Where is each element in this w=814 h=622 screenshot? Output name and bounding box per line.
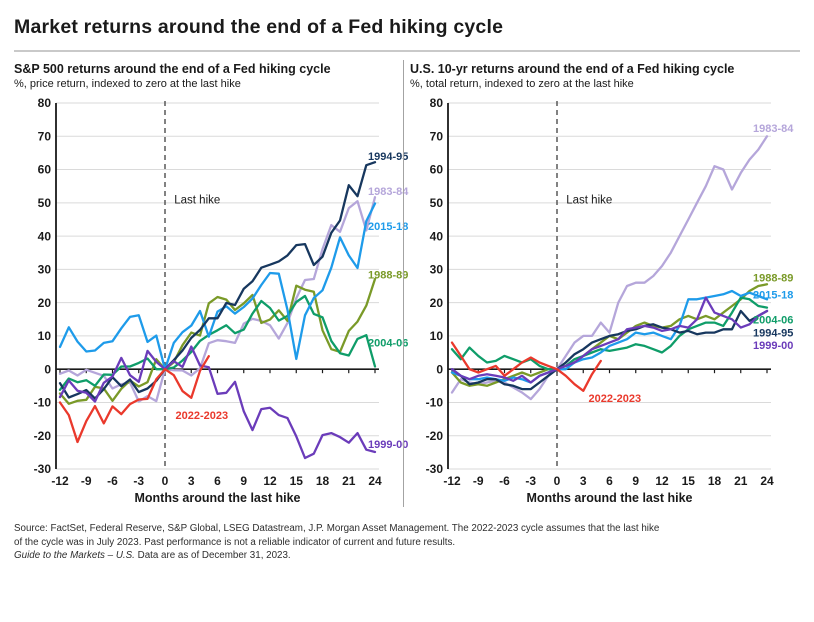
y-tick-label: 20	[38, 296, 52, 310]
x-axis-label: Months around the last hike	[527, 491, 693, 505]
footnote-line-2: of the cycle was in July 2023. Past perf…	[14, 536, 456, 548]
series-label-2004-06: 2004-06	[368, 338, 408, 350]
y-tick-label: 50	[430, 196, 444, 210]
x-tick-label: 6	[214, 474, 221, 488]
x-tick-label: 21	[342, 474, 356, 488]
y-tick-label: -20	[426, 429, 444, 443]
sp500-chart-title: S&P 500 returns around the end of a Fed …	[14, 62, 331, 76]
x-tick-label: 21	[734, 474, 748, 488]
title-divider-rule	[14, 50, 800, 52]
y-tick-label: 60	[38, 163, 52, 177]
y-tick-label: 30	[430, 263, 444, 277]
y-tick-label: 0	[436, 362, 443, 376]
series-label-1988-89: 1988-89	[753, 273, 793, 285]
y-tick-label: 80	[38, 96, 52, 110]
y-tick-label: 40	[430, 229, 444, 243]
y-tick-label: 60	[430, 163, 444, 177]
page: Market returns around the end of a Fed h…	[0, 16, 814, 563]
x-tick-label: 15	[290, 474, 304, 488]
series-label-2015-18: 2015-18	[753, 289, 793, 301]
x-tick-label: -3	[525, 474, 536, 488]
y-tick-label: 80	[430, 96, 444, 110]
x-tick-label: 3	[188, 474, 195, 488]
last-hike-label: Last hike	[566, 194, 612, 206]
x-tick-label: 12	[263, 474, 277, 488]
series-label-1988-89: 1988-89	[368, 269, 408, 281]
x-tick-label: 15	[682, 474, 696, 488]
y-tick-label: -30	[34, 462, 52, 476]
x-tick-label: 6	[606, 474, 613, 488]
series-label-1994-95: 1994-95	[753, 328, 793, 340]
x-tick-label: -12	[443, 474, 461, 488]
y-tick-label: -10	[426, 396, 444, 410]
series-label-2004-06: 2004-06	[753, 314, 793, 326]
source-footnote: Source: FactSet, Federal Reserve, S&P Gl…	[14, 522, 814, 563]
series-line-2022-2023	[450, 341, 602, 392]
y-tick-label: 0	[44, 362, 51, 376]
y-tick-label: -20	[34, 429, 52, 443]
series-line-2015-18	[58, 202, 377, 371]
series-line-1999-00	[450, 296, 769, 384]
series-label-1999-00: 1999-00	[753, 340, 793, 352]
series-line-1994-95	[450, 309, 769, 391]
y-tick-label: -10	[34, 396, 52, 410]
x-axis-label: Months around the last hike	[135, 491, 301, 505]
series-label-1983-84: 1983-84	[753, 123, 794, 135]
x-tick-label: 12	[655, 474, 669, 488]
ust10-panel: U.S. 10-yr returns around the end of a F…	[404, 56, 808, 507]
x-tick-label: -6	[107, 474, 118, 488]
series-line-1983-84	[450, 135, 769, 401]
page-title: Market returns around the end of a Fed h…	[14, 16, 504, 38]
y-tick-label: 70	[430, 129, 444, 143]
ust10-chart-units: %, total return, indexed to zero at the …	[410, 78, 634, 90]
series-line-2015-18	[450, 289, 769, 384]
x-tick-label: 0	[162, 474, 169, 488]
y-tick-label: 10	[430, 329, 444, 343]
y-tick-label: 20	[430, 296, 444, 310]
series-label-1999-00: 1999-00	[368, 439, 408, 451]
sp500-panel: S&P 500 returns around the end of a Fed …	[14, 56, 409, 507]
x-tick-label: 24	[368, 474, 382, 488]
panel-divider	[403, 60, 404, 507]
x-tick-label: 24	[760, 474, 774, 488]
footnote-line-3: Guide to the Markets – U.S. Data are as …	[14, 549, 814, 563]
y-tick-label: 50	[38, 196, 52, 210]
ust10-chart-title: U.S. 10-yr returns around the end of a F…	[410, 62, 735, 76]
x-tick-label: 3	[580, 474, 587, 488]
y-tick-label: 40	[38, 229, 52, 243]
last-hike-label: Last hike	[174, 194, 220, 206]
gtm-citation: Guide to the Markets – U.S.	[14, 550, 135, 562]
x-tick-label: -9	[81, 474, 92, 488]
footnote-line-1: Source: FactSet, Federal Reserve, S&P Gl…	[14, 523, 660, 534]
x-tick-label: 9	[240, 474, 247, 488]
series-line-1983-84	[58, 196, 377, 403]
series-line-2022-2023	[58, 355, 210, 444]
series-line-1988-89	[58, 277, 377, 405]
sp500-chart-units: %, price return, indexed to zero at the …	[14, 78, 241, 90]
charts-row: S&P 500 returns around the end of a Fed …	[14, 56, 814, 507]
series-label-1983-84: 1983-84	[368, 186, 409, 198]
y-tick-label: 70	[38, 129, 52, 143]
x-tick-label: -9	[473, 474, 484, 488]
y-tick-label: -30	[426, 462, 444, 476]
series-line-1999-00	[58, 345, 377, 460]
series-label-1994-95: 1994-95	[368, 151, 408, 163]
as-of-date: Data are as of December 31, 2023.	[137, 550, 291, 562]
y-tick-label: 10	[38, 329, 52, 343]
x-tick-label: -6	[499, 474, 510, 488]
x-tick-label: 18	[708, 474, 722, 488]
series-label-2015-18: 2015-18	[368, 221, 408, 233]
series-label-2022-2023: 2022-2023	[176, 410, 229, 422]
y-tick-label: 30	[38, 263, 52, 277]
x-tick-label: 18	[316, 474, 330, 488]
x-tick-label: -12	[51, 474, 69, 488]
x-tick-label: -3	[133, 474, 144, 488]
x-tick-label: 0	[554, 474, 561, 488]
x-tick-label: 9	[632, 474, 639, 488]
series-line-2004-06	[450, 296, 769, 371]
series-label-2022-2023: 2022-2023	[589, 393, 642, 405]
